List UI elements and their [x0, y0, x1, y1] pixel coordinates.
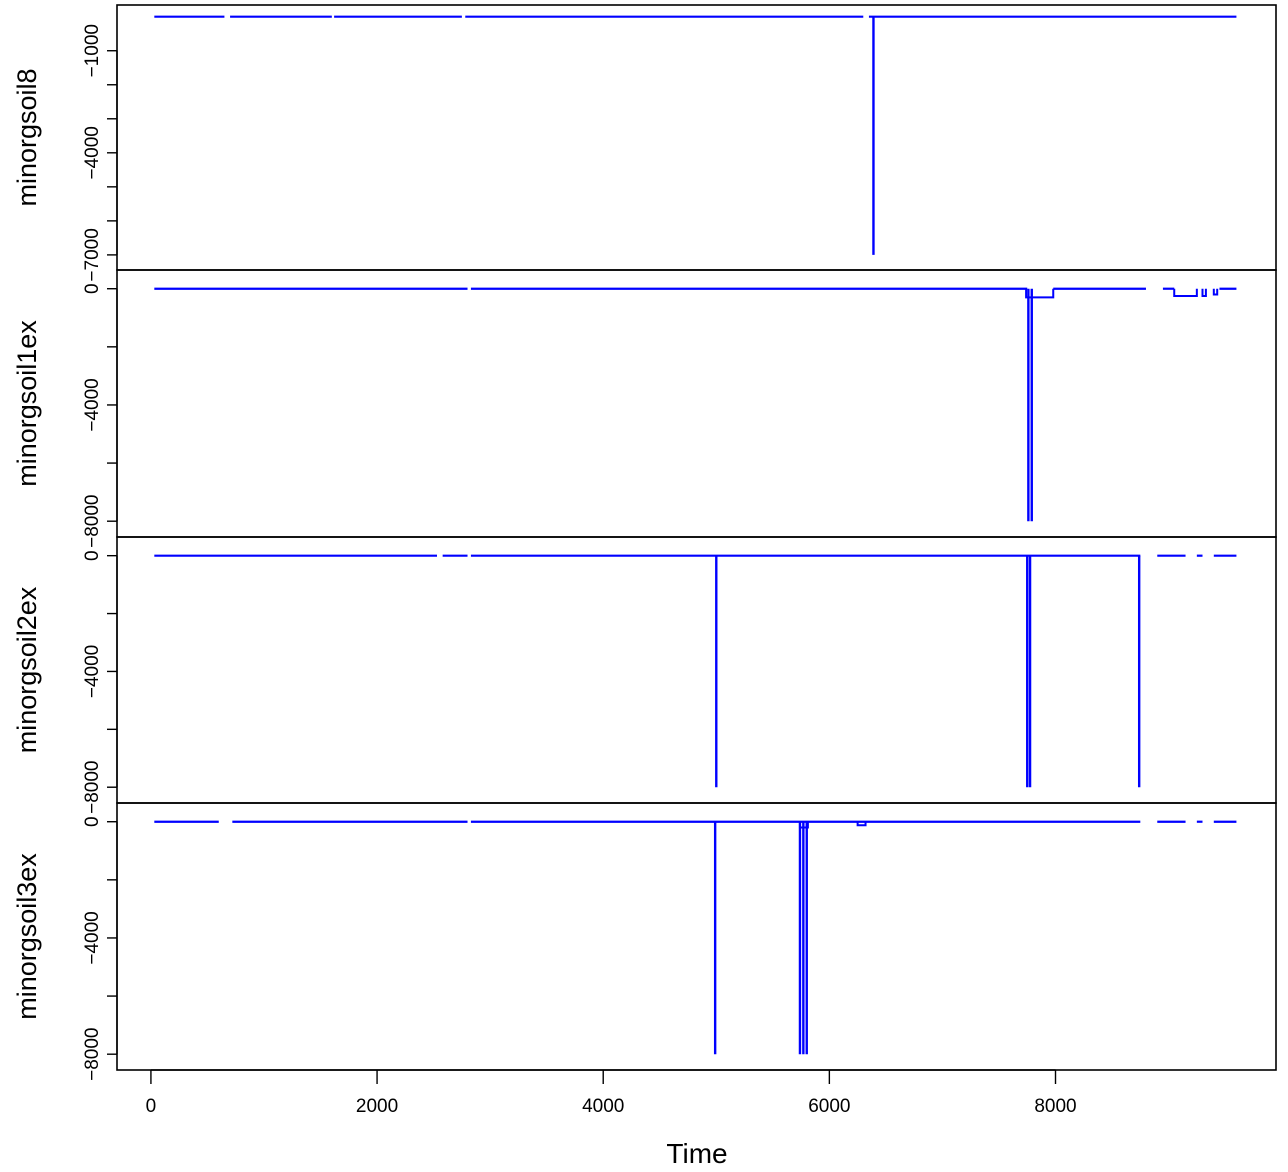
y-tick-label-minorgsoil1ex-0: −8000 — [82, 495, 103, 548]
panel-frame-minorgsoil8 — [116, 4, 1277, 271]
y-axis-label-minorgsoil1ex: minorgsoil1ex — [12, 320, 42, 487]
panel-frame-minorgsoil2ex — [116, 536, 1277, 804]
y-tick-label-minorgsoil2ex-2: −4000 — [82, 645, 103, 698]
x-tick-label-0: 0 — [146, 1096, 157, 1117]
y-tick-label-minorgsoil8-3: −4000 — [82, 126, 103, 179]
step-minorgsoil1ex-2 — [1201, 288, 1207, 297]
step-minorgsoil1ex-1 — [1173, 288, 1198, 297]
step-minorgsoil1ex-3 — [1212, 288, 1219, 296]
series-minorgsoil2ex — [154, 554, 1237, 788]
y-tick-label-minorgsoil3ex-0: −8000 — [82, 1028, 103, 1081]
x-tick-label-3: 6000 — [808, 1096, 850, 1117]
y-tick-label-minorgsoil1ex-4: 0 — [82, 283, 103, 294]
y-tick-label-minorgsoil8-6: −1000 — [82, 24, 103, 77]
x-tick-label-4: 8000 — [1034, 1096, 1076, 1117]
y-tick-label-minorgsoil2ex-0: −8000 — [82, 761, 103, 814]
step-minorgsoil1ex-0 — [1025, 288, 1055, 299]
panel-frame-minorgsoil3ex — [116, 802, 1277, 1071]
x-tick-label-1: 2000 — [356, 1096, 398, 1117]
y-tick-label-minorgsoil1ex-2: −4000 — [82, 378, 103, 431]
series-minorgsoil8 — [154, 15, 1237, 255]
x-axis-label: Time — [666, 1138, 727, 1169]
y-axis-label-minorgsoil2ex: minorgsoil2ex — [12, 586, 42, 753]
y-tick-label-minorgsoil2ex-4: 0 — [82, 550, 103, 561]
x-axis: 0 2000 4000 6000 8000 — [146, 1069, 1077, 1117]
y-tick-label-minorgsoil3ex-4: 0 — [82, 816, 103, 827]
panel-minorgsoil8: −7000 −4000 −1000 minorgsoil8 — [12, 4, 1277, 282]
series-minorgsoil3ex — [154, 820, 1237, 1055]
panel-frame-minorgsoil1ex — [116, 269, 1277, 538]
series-minorgsoil1ex — [154, 287, 1237, 522]
y-tick-label-minorgsoil8-0: −7000 — [82, 228, 103, 281]
step-minorgsoil3ex-1 — [856, 821, 867, 827]
y-tick-label-minorgsoil3ex-2: −4000 — [82, 911, 103, 964]
y-axis-label-minorgsoil3ex: minorgsoil3ex — [12, 853, 42, 1020]
panels-group: −7000 −4000 −1000 minorgsoil8 −8000 −4000 0 min… — [12, 4, 1277, 1081]
panel-minorgsoil1ex: −8000 −4000 0 minorgsoil1ex — [12, 269, 1277, 548]
panel-minorgsoil2ex: −8000 −4000 0 minorgsoil2ex — [12, 536, 1277, 814]
x-tick-label-2: 4000 — [582, 1096, 624, 1117]
panel-minorgsoil3ex: −8000 −4000 0 minorgsoil3ex — [12, 802, 1277, 1081]
y-axis-label-minorgsoil8: minorgsoil8 — [12, 68, 42, 206]
